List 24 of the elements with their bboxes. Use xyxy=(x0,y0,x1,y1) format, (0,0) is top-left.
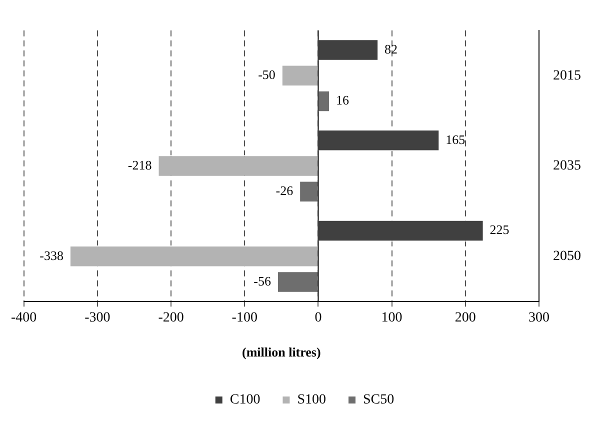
data-label: 16 xyxy=(336,92,350,108)
y-tick-label: 2015 xyxy=(553,68,581,84)
data-label: -26 xyxy=(276,183,294,198)
x-tick-label: 0 xyxy=(314,310,322,326)
x-tick-label: 200 xyxy=(454,310,476,326)
data-label: 165 xyxy=(446,132,466,147)
x-tick-label: -400 xyxy=(10,310,37,326)
y-tick-label: 2050 xyxy=(553,249,581,264)
data-label: -56 xyxy=(254,273,272,288)
data-label: -338 xyxy=(40,248,64,263)
data-label: -50 xyxy=(258,67,276,82)
data-label: -218 xyxy=(128,157,152,172)
x-axis-title: (million litres) xyxy=(242,344,321,360)
legend-label: SC50 xyxy=(363,392,394,408)
y-tick-label: 2035 xyxy=(553,158,581,174)
x-tick-label: 100 xyxy=(381,310,402,326)
x-tick-label: -100 xyxy=(232,310,258,326)
data-label: 82 xyxy=(384,41,398,56)
x-tick-label: -200 xyxy=(158,310,184,326)
data-label: 225 xyxy=(490,222,510,238)
x-tick-label: 300 xyxy=(528,310,550,326)
x-tick-label: -300 xyxy=(84,310,110,326)
legend-label: C100 xyxy=(230,392,260,408)
legend-label: S100 xyxy=(297,392,326,408)
